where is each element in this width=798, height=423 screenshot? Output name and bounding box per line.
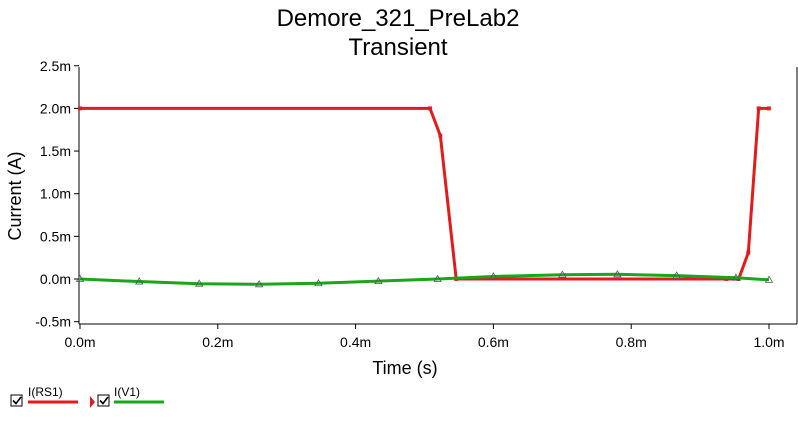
x-tick-label: 0.0m — [64, 334, 95, 350]
y-tick-label: 1.5m — [40, 143, 71, 159]
legend-checkbox-v1[interactable] — [97, 394, 110, 407]
y-tick-label: 1.0m — [40, 186, 71, 202]
check-icon — [99, 396, 109, 405]
chart-subtitle: Transient — [348, 34, 447, 61]
legend: I(RS1) I(V1) — [10, 385, 164, 408]
legend-marker-rs1 — [90, 396, 95, 408]
data-point — [489, 272, 498, 280]
data-point — [672, 271, 681, 279]
chart-title: Demore_321_PreLab2 — [277, 5, 520, 32]
x-tick-label: 0.6m — [478, 334, 509, 350]
data-point — [75, 274, 85, 282]
x-axis-label: Time (s) — [372, 358, 437, 378]
legend-label-rs1: I(RS1) — [28, 385, 63, 399]
data-point — [374, 276, 383, 285]
y-tick-label: 0.0m — [40, 271, 71, 287]
y-tick-label: 0.5m — [40, 228, 71, 244]
x-tick-label: 1.0m — [753, 334, 784, 350]
data-point — [314, 278, 323, 287]
x-ticks: 0.0m 0.2m 0.4m 0.6m 0.8m 1.0m — [64, 324, 785, 350]
legend-label-v1: I(V1) — [114, 385, 140, 399]
data-point — [764, 275, 774, 283]
data-point — [731, 273, 741, 281]
data-point — [613, 270, 622, 278]
data-point — [767, 106, 771, 111]
x-tick-label: 0.2m — [202, 334, 233, 350]
legend-item-v1[interactable]: I(V1) — [97, 385, 164, 407]
series-line-1 — [79, 272, 770, 286]
data-point — [78, 106, 82, 111]
series-layer — [75, 106, 774, 288]
data-point — [756, 106, 761, 111]
y-axis-label: Current (A) — [5, 151, 25, 240]
y-tick-label: 2.0m — [40, 100, 71, 116]
data-point — [438, 133, 443, 138]
x-tick-label: 0.8m — [616, 334, 647, 350]
data-point — [558, 270, 567, 278]
check-icon — [12, 396, 22, 405]
data-point — [428, 106, 433, 111]
data-point — [254, 279, 264, 288]
y-tick-label: -0.5m — [35, 314, 71, 330]
data-point — [135, 277, 144, 285]
data-point — [746, 250, 751, 255]
legend-item-rs1[interactable]: I(RS1) — [10, 385, 95, 408]
y-ticks: 2.5m 2.0m 1.5m 1.0m 0.5m 0.0m -0.5m — [35, 58, 79, 330]
legend-checkbox-rs1[interactable] — [10, 394, 23, 407]
data-point — [195, 279, 204, 287]
y-tick-label: 2.5m — [40, 58, 71, 74]
data-point — [433, 274, 442, 282]
x-tick-label: 0.4m — [340, 334, 371, 350]
data-point — [724, 277, 729, 281]
